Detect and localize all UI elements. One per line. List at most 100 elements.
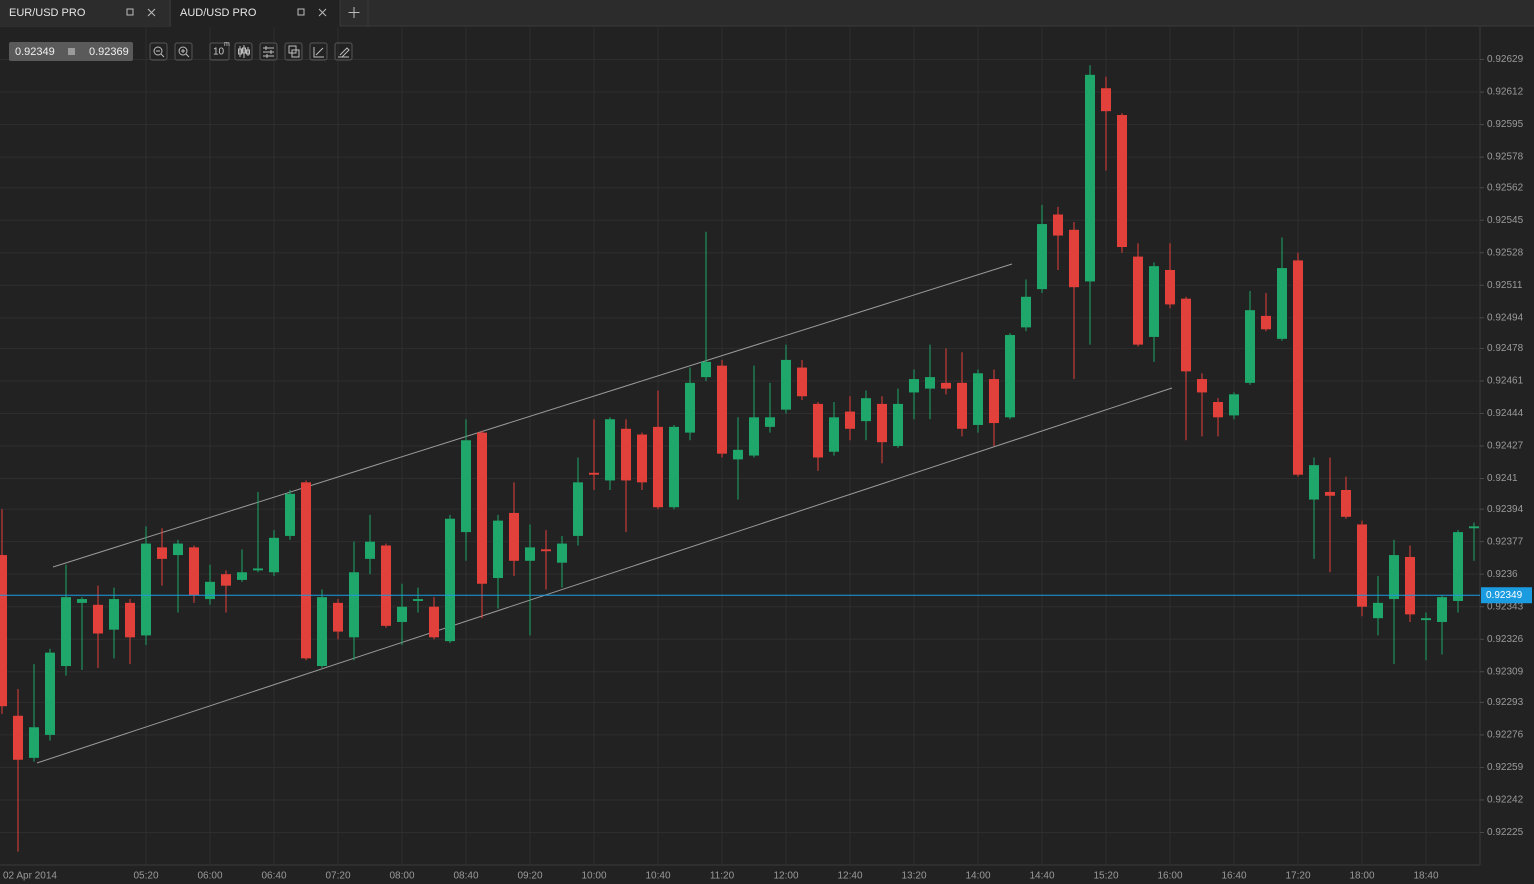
add-tab-button[interactable] (348, 0, 369, 26)
candle-body (1149, 266, 1159, 337)
layers-button[interactable] (284, 42, 303, 61)
pen-button[interactable] (334, 42, 353, 61)
close-icon[interactable] (147, 8, 156, 17)
tab-active[interactable]: AUD/USD PRO (171, 0, 341, 27)
candle-body (301, 482, 311, 659)
detach-icon[interactable] (297, 8, 305, 16)
candle-body (45, 652, 55, 735)
candle-body (1181, 298, 1191, 372)
candle-body (605, 419, 615, 481)
candle-body (973, 373, 983, 425)
candle-body (189, 547, 199, 596)
close-icon[interactable] (318, 8, 327, 17)
candle-body (461, 440, 471, 533)
settings-button[interactable] (259, 42, 278, 61)
candle-body (1229, 394, 1239, 416)
candle-body (1085, 74, 1095, 282)
candle-body (557, 543, 567, 563)
candle-body (13, 715, 23, 760)
detach-icon[interactable] (126, 8, 134, 16)
candle-body (413, 599, 423, 601)
candle-body (93, 604, 103, 634)
candle-body (157, 547, 167, 559)
x-tick-label: 11:20 (710, 871, 735, 882)
y-tick-label: 0.92528 (1487, 247, 1524, 258)
candle-body (349, 572, 359, 638)
tab[interactable]: EUR/USD PRO (0, 0, 171, 26)
candle-body (141, 543, 151, 636)
spread-icon (68, 48, 75, 55)
x-tick-label: 13:20 (901, 871, 926, 882)
candle-body (1341, 490, 1351, 517)
candle-body (589, 472, 599, 475)
candle-body (861, 398, 871, 422)
candle-body (845, 411, 855, 429)
channel-lower-line[interactable] (36, 387, 1173, 764)
zoom-out-button[interactable] (149, 42, 168, 61)
candle-body (1037, 224, 1047, 290)
x-tick-label: 15:20 (1093, 871, 1118, 882)
interval-unit-text: m (224, 41, 230, 48)
candle-body (957, 382, 967, 429)
y-tick-label: 0.92276 (1487, 730, 1524, 741)
y-tick-label: 0.92545 (1487, 215, 1524, 226)
button-frame (284, 42, 303, 61)
y-tick-label: 0.92326 (1487, 634, 1524, 645)
candle-body (317, 597, 327, 667)
tab-title: EUR/USD PRO (9, 7, 86, 19)
candles (0, 65, 1479, 852)
draw-button[interactable] (309, 42, 328, 61)
candle-body (1373, 602, 1383, 619)
candle-body (541, 549, 551, 552)
candle-body (989, 379, 999, 424)
x-tick-label: 09:20 (517, 871, 542, 882)
x-tick-label: 16:00 (1157, 871, 1182, 882)
candle-body (1069, 229, 1079, 288)
y-tick-label: 0.9241 (1487, 473, 1518, 484)
candle-body (1117, 115, 1127, 248)
interval-button[interactable]: 10 m (209, 41, 230, 61)
candle-body (669, 426, 679, 508)
candle-body (237, 572, 247, 580)
candle-body (781, 359, 791, 410)
candle-body (285, 493, 295, 536)
candle-body (445, 518, 455, 642)
candle-body (621, 428, 631, 481)
candle-body (1021, 296, 1031, 328)
channel-upper-line[interactable] (52, 263, 1013, 568)
x-tick-label: 16:40 (1221, 871, 1246, 882)
candle-body (173, 543, 183, 556)
button-frame (309, 42, 328, 61)
interval-text: 10 (213, 47, 225, 58)
chart-type-button[interactable] (234, 42, 253, 61)
y-tick-label: 0.92444 (1487, 408, 1524, 419)
zoom-in-button[interactable] (174, 42, 193, 61)
x-tick-label: 06:00 (197, 871, 222, 882)
last-price-label: 0.92349 (1486, 590, 1523, 601)
candle-body (109, 599, 119, 630)
candle-body (1325, 491, 1335, 496)
y-tick-label: 0.92377 (1487, 536, 1524, 547)
y-tick-label: 0.92343 (1487, 601, 1524, 612)
settings-icon (263, 46, 274, 58)
y-tick-label: 0.92293 (1487, 697, 1524, 708)
x-tick-label: 08:40 (453, 871, 478, 882)
candle-body (205, 581, 215, 600)
y-tick-label: 0.92394 (1487, 504, 1524, 515)
y-tick-label: 0.92494 (1487, 312, 1524, 323)
candle-body (653, 426, 663, 508)
price-box[interactable]: 0.92349 0.92369 (9, 42, 133, 61)
candle-body (1421, 618, 1431, 621)
layers-icon (291, 49, 300, 58)
candle-body (221, 574, 231, 586)
candle-body (397, 606, 407, 623)
x-tick-label: 08:00 (389, 871, 414, 882)
candle-body (1469, 526, 1479, 529)
candle-body (61, 597, 71, 667)
candle-body (1133, 256, 1143, 345)
zoom-icon-detail (181, 49, 190, 58)
candle-body (637, 434, 647, 483)
